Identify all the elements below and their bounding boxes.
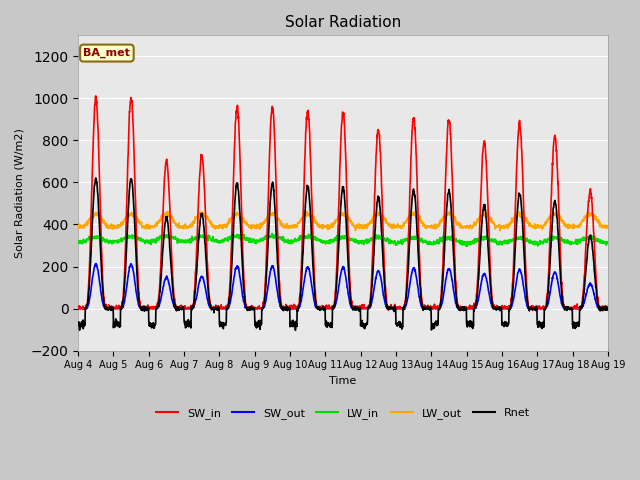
Rnet	[557, 284, 565, 290]
LW_out	[496, 228, 504, 233]
Line: Rnet: Rnet	[78, 178, 607, 330]
Rnet	[370, 252, 378, 258]
SW_in	[497, 306, 505, 312]
LW_in	[463, 243, 471, 249]
SW_in	[370, 217, 378, 223]
LW_in	[604, 240, 611, 245]
LW_out	[222, 224, 230, 229]
SW_in	[223, 305, 230, 311]
LW_out	[572, 224, 580, 229]
SW_out	[370, 288, 378, 293]
Text: BA_met: BA_met	[83, 48, 131, 58]
SW_out	[604, 306, 611, 312]
SW_in	[74, 305, 82, 311]
Rnet	[572, 324, 580, 330]
SW_in	[92, 93, 100, 99]
Title: Solar Radiation: Solar Radiation	[285, 15, 401, 30]
Line: SW_out: SW_out	[78, 264, 607, 309]
SW_out	[557, 296, 565, 302]
Rnet	[358, 319, 366, 325]
LW_in	[572, 237, 580, 242]
SW_out	[74, 306, 82, 312]
X-axis label: Time: Time	[330, 376, 356, 386]
Line: LW_out: LW_out	[78, 212, 607, 230]
LW_in	[358, 240, 366, 246]
SW_in	[557, 270, 565, 276]
Legend: SW_in, SW_out, LW_in, LW_out, Rnet: SW_in, SW_out, LW_in, LW_out, Rnet	[151, 404, 534, 423]
Rnet	[223, 319, 230, 325]
Y-axis label: Solar Radiation (W/m2): Solar Radiation (W/m2)	[15, 128, 25, 258]
LW_out	[515, 209, 522, 215]
SW_out	[497, 306, 504, 312]
LW_in	[74, 240, 82, 245]
LW_in	[222, 236, 230, 242]
SW_in	[358, 306, 366, 312]
Rnet	[604, 307, 611, 313]
LW_out	[497, 225, 504, 230]
SW_out	[222, 305, 230, 311]
SW_out	[572, 306, 580, 312]
SW_out	[92, 261, 100, 266]
SW_in	[74, 306, 82, 312]
LW_in	[370, 236, 378, 242]
SW_in	[572, 304, 580, 310]
LW_out	[358, 224, 365, 230]
SW_out	[358, 305, 366, 311]
Rnet	[497, 306, 505, 312]
LW_out	[369, 214, 377, 219]
Rnet	[76, 327, 83, 333]
LW_out	[74, 223, 82, 229]
LW_in	[557, 237, 565, 242]
LW_in	[497, 240, 505, 246]
LW_out	[557, 218, 565, 224]
LW_out	[604, 224, 611, 230]
LW_in	[268, 231, 276, 237]
Rnet	[92, 175, 100, 181]
Rnet	[74, 320, 82, 326]
Line: LW_in: LW_in	[78, 234, 607, 246]
Line: SW_in: SW_in	[78, 96, 607, 309]
SW_in	[604, 305, 611, 311]
